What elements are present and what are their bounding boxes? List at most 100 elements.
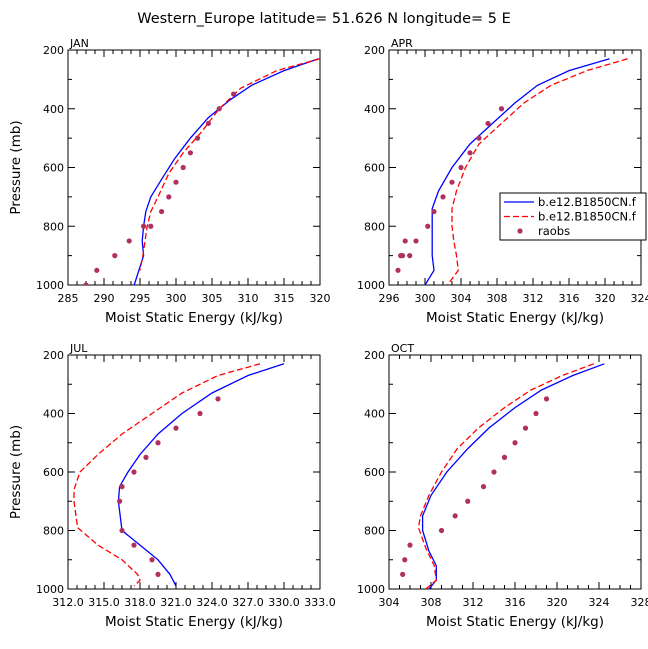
y-tick-label: 200: [364, 349, 385, 362]
panels: 285 290 295 300 305 310 315 320 200 400 600 800 1000…: [8, 37, 648, 630]
x-tick-label: 295: [130, 292, 151, 305]
raobs-point: [143, 454, 149, 460]
raobs-point: [440, 194, 446, 200]
raobs-point: [431, 208, 437, 215]
dashed-series-line: [417, 363, 595, 589]
y-tick-label: 600: [43, 466, 64, 479]
panel-jul: 312.0 315.0 318.0 321.0 324.0 327.0 330.0 333.0…: [8, 342, 336, 630]
x-tick-label: 324: [589, 596, 610, 609]
y-axis-label: Pressure (mb): [8, 120, 24, 214]
raobs-point: [407, 253, 413, 259]
panel-oct: 304 308 312 316 320 324 328 200 400 600 800 1000 OCT…: [357, 342, 648, 630]
raobs-point: [407, 542, 413, 548]
y-tick-label: 800: [43, 525, 64, 538]
legend-label: raobs: [538, 224, 570, 238]
y-tick-label: 600: [43, 162, 64, 175]
x-tick-label: 296: [379, 292, 400, 305]
x-tick-label: 315.0: [88, 596, 120, 609]
raobs-point: [480, 484, 487, 490]
raobs-point: [131, 469, 137, 475]
raobs-point: [173, 425, 179, 431]
x-tick-label: 300: [415, 292, 436, 305]
y-tick-label: 1000: [357, 583, 385, 596]
y-tick-label: 800: [43, 220, 64, 233]
x-tick-label: 328: [631, 596, 648, 609]
legend-item: b.e12.B1850CN.f: [504, 195, 637, 209]
y-tick-label: 800: [364, 525, 385, 538]
panel-jan: 285 290 295 300 305 310 315 320 200 400 600 800 1000…: [8, 37, 331, 326]
raobs-point: [485, 120, 491, 127]
series-group: [395, 58, 628, 285]
x-tick-label: 320: [547, 596, 568, 609]
raobs-point: [195, 135, 201, 141]
series-group: [73, 363, 285, 587]
raobs-point: [413, 238, 419, 244]
raobs-point: [155, 571, 161, 577]
raobs-point: [166, 194, 172, 200]
y-tick-label: 1000: [36, 279, 64, 292]
y-tick-label: 200: [364, 44, 385, 57]
raobs-point: [126, 238, 132, 244]
x-tick-label: 308: [487, 292, 508, 305]
raobs-point: [131, 542, 137, 548]
x-tick-label: 315: [274, 292, 295, 305]
x-tick-label: 330.0: [268, 596, 300, 609]
x-tick-label: 285: [58, 292, 79, 305]
y-tick-label: 600: [364, 162, 385, 175]
raobs-point: [141, 223, 147, 229]
plot-frame: [67, 49, 321, 286]
panel-label: OCT: [391, 342, 414, 355]
raobs-point: [119, 527, 125, 534]
legend-item: raobs: [517, 224, 570, 238]
y-tick-label: 200: [43, 44, 64, 57]
x-axis-label: Moist Static Energy (kJ/kg): [426, 310, 604, 326]
y-tick-label: 1000: [357, 279, 385, 292]
solid-series-line: [133, 58, 319, 285]
x-tick-label: 324: [631, 292, 648, 305]
x-tick-label: 333.0: [304, 596, 336, 609]
x-axis-label: Moist Static Energy (kJ/kg): [426, 614, 604, 630]
x-tick-label: 305: [202, 292, 223, 305]
raobs-point: [155, 440, 161, 446]
x-axis-label: Moist Static Energy (kJ/kg): [105, 614, 283, 630]
panel-apr: 296 300 304 308 312 316 320 324 200 400 600 800 1000…: [357, 37, 648, 326]
panel-label: JUL: [69, 342, 88, 355]
y-tick-label: 400: [364, 408, 385, 421]
raobs-point: [149, 557, 155, 563]
x-tick-label: 304: [379, 596, 400, 609]
dashed-series-line: [73, 363, 261, 587]
x-tick-label: 320: [595, 292, 616, 305]
y-tick-label: 400: [43, 408, 64, 421]
solid-series-line: [424, 58, 610, 285]
x-tick-label: 304: [451, 292, 472, 305]
x-tick-label: 300: [166, 292, 187, 305]
raobs-point: [402, 557, 408, 563]
raobs-point: [425, 223, 431, 229]
raobs-point: [94, 267, 100, 273]
dashed-series-line: [139, 58, 320, 271]
raobs-point: [458, 164, 464, 171]
raobs-point: [467, 150, 473, 156]
dashed-series-line: [446, 58, 628, 285]
y-tick-label: 400: [43, 103, 64, 116]
plot-frame: [388, 354, 642, 590]
x-tick-label: 320: [310, 292, 331, 305]
raobs-point: [402, 238, 408, 244]
raobs-point: [498, 106, 505, 112]
figure-title: Western_Europe latitude= 51.626 N longit…: [137, 11, 511, 27]
legend-item: b.e12.B1850CN.f: [504, 210, 637, 224]
x-tick-label: 318.0: [124, 596, 156, 609]
solid-series-line: [421, 363, 605, 589]
raobs-point: [543, 396, 550, 402]
x-tick-label: 321.0: [160, 596, 192, 609]
raobs-point: [205, 120, 211, 127]
x-tick-label: 312: [463, 596, 484, 609]
plot-frame: [388, 49, 642, 286]
y-tick-label: 400: [364, 103, 385, 116]
raobs-point: [449, 179, 455, 185]
raobs-point: [231, 91, 237, 97]
raobs-point: [83, 282, 89, 285]
raobs-point: [438, 527, 445, 534]
